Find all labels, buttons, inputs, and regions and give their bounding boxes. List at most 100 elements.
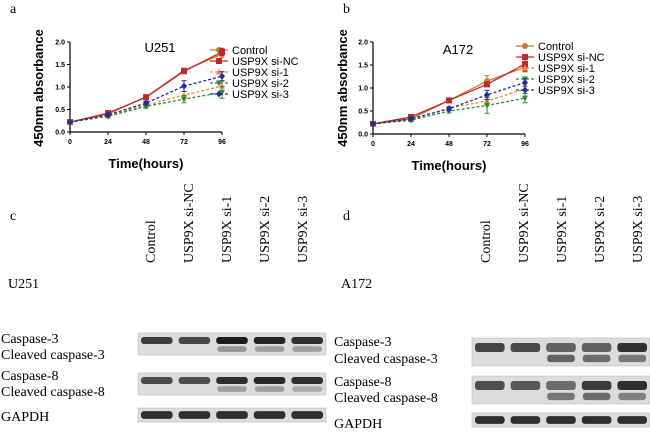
panel-letter-b: b	[343, 2, 350, 17]
band	[178, 411, 211, 419]
band	[141, 376, 173, 384]
data-point	[408, 115, 414, 123]
data-point	[370, 120, 376, 128]
legend-marker	[522, 43, 528, 49]
legend-label: Control	[538, 41, 573, 53]
lane-label: USP9X si-3	[296, 196, 311, 263]
band	[510, 343, 541, 352]
band	[178, 376, 211, 384]
lane-label: USP9X si-2	[593, 196, 608, 263]
data-point	[522, 95, 528, 102]
panel-letter-d: d	[343, 209, 350, 224]
band	[291, 376, 323, 384]
band	[475, 416, 505, 424]
legend-entry: Control	[516, 41, 573, 53]
blot-row-label: Cleaved caspase-3	[334, 352, 438, 367]
data-point	[484, 102, 490, 109]
x-tick-label: 24	[407, 141, 415, 148]
blot-row-label: GAPDH	[334, 417, 382, 432]
band	[617, 343, 647, 352]
y-tick-label: 0.5	[55, 107, 65, 114]
series-4	[67, 71, 225, 126]
blot-row-label: Caspase-3	[334, 335, 392, 350]
lane-label: USP9X si-3	[631, 196, 646, 263]
legend-marker	[216, 90, 222, 98]
data-point	[484, 81, 490, 88]
legend-entry: USP9X si-3	[516, 85, 595, 97]
blot-row: GAPDH	[1, 407, 327, 425]
x-axis-label: Time(hours)	[109, 156, 184, 171]
data-point	[522, 61, 528, 68]
band	[510, 381, 541, 390]
legend-marker	[522, 86, 528, 94]
data-point	[219, 89, 225, 96]
blot-row-label: Cleaved caspase-8	[1, 385, 105, 400]
cleaved-band	[292, 386, 322, 392]
data-point	[67, 118, 73, 126]
data-point	[446, 105, 452, 113]
y-tick-label: 0.5	[358, 109, 368, 116]
legend-entry: USP9X si-3	[210, 89, 289, 101]
western-blot-u251: U251 Control USP9X si-NC USP9X si-1 USP9X si…	[1, 183, 327, 425]
legend-label: USP9X si-2	[232, 78, 289, 90]
data-point	[219, 82, 225, 89]
band	[617, 381, 647, 390]
y-tick-label: 1.0	[358, 86, 368, 93]
legend-entry: USP9X si-1	[210, 67, 289, 79]
lane-label: USP9X si-NC	[182, 183, 197, 263]
panel-letter-a: a	[10, 2, 17, 17]
legend-label: USP9X si-3	[538, 85, 595, 97]
cleaved-band	[292, 346, 322, 352]
legend-entry: USP9X si-2	[210, 78, 289, 90]
legend-marker	[216, 58, 222, 64]
band	[178, 336, 211, 344]
band	[581, 381, 612, 390]
x-tick-label: 48	[142, 139, 150, 146]
chart-a172: 0 24 48 72 96 0.0 0.5 1.0 1.5 2.0 Time(hours) 450nm…	[335, 29, 605, 173]
blot-row-label: GAPDH	[1, 410, 49, 425]
band	[546, 416, 576, 424]
blot-row-label: Caspase-8	[334, 375, 392, 390]
lane-label: USP9X si-2	[258, 196, 273, 263]
blot-row-label: Cleaved caspase-8	[334, 391, 438, 406]
lane-label: Control	[479, 220, 494, 263]
blot-row-label: Caspase-8	[1, 369, 59, 384]
series-0	[370, 62, 528, 127]
band	[617, 416, 647, 424]
legend-label: USP9X si-1	[232, 67, 289, 79]
x-axis-label: Time(hours)	[412, 158, 487, 173]
data-point	[484, 91, 490, 99]
band	[475, 381, 505, 390]
legend-label: USP9X si-2	[538, 74, 595, 86]
legend-label: USP9X si-NC	[538, 52, 605, 64]
chart-title: A172	[443, 42, 473, 57]
x-tick-label: 48	[445, 141, 453, 148]
data-point	[219, 72, 225, 80]
cleaved-band	[618, 392, 646, 401]
y-tick-label: 2.0	[55, 40, 65, 47]
x-tick-label: 96	[521, 141, 529, 148]
data-point	[143, 94, 149, 101]
legend-marker	[216, 68, 222, 75]
cleaved-band	[217, 386, 247, 392]
cleaved-band	[547, 392, 575, 401]
cleaved-band	[618, 354, 646, 363]
legend-label: Control	[232, 45, 267, 57]
x-tick-label: 24	[104, 139, 112, 146]
y-tick-label: 1.0	[55, 85, 65, 92]
band	[216, 376, 248, 384]
x-tick-label: 0	[68, 139, 72, 146]
y-axis-label: 450nm absorbance	[31, 29, 46, 147]
blot-row-label: Caspase-3	[1, 332, 59, 347]
data-point	[105, 111, 111, 119]
x-tick-label: 96	[218, 139, 226, 146]
series-line	[69, 51, 223, 123]
band	[546, 343, 576, 352]
blot-row: GAPDH	[334, 412, 650, 432]
y-tick-label: 1.5	[55, 62, 65, 69]
cell-line-label: U251	[8, 277, 39, 292]
band	[546, 381, 576, 390]
x-tick-label: 72	[180, 139, 188, 146]
